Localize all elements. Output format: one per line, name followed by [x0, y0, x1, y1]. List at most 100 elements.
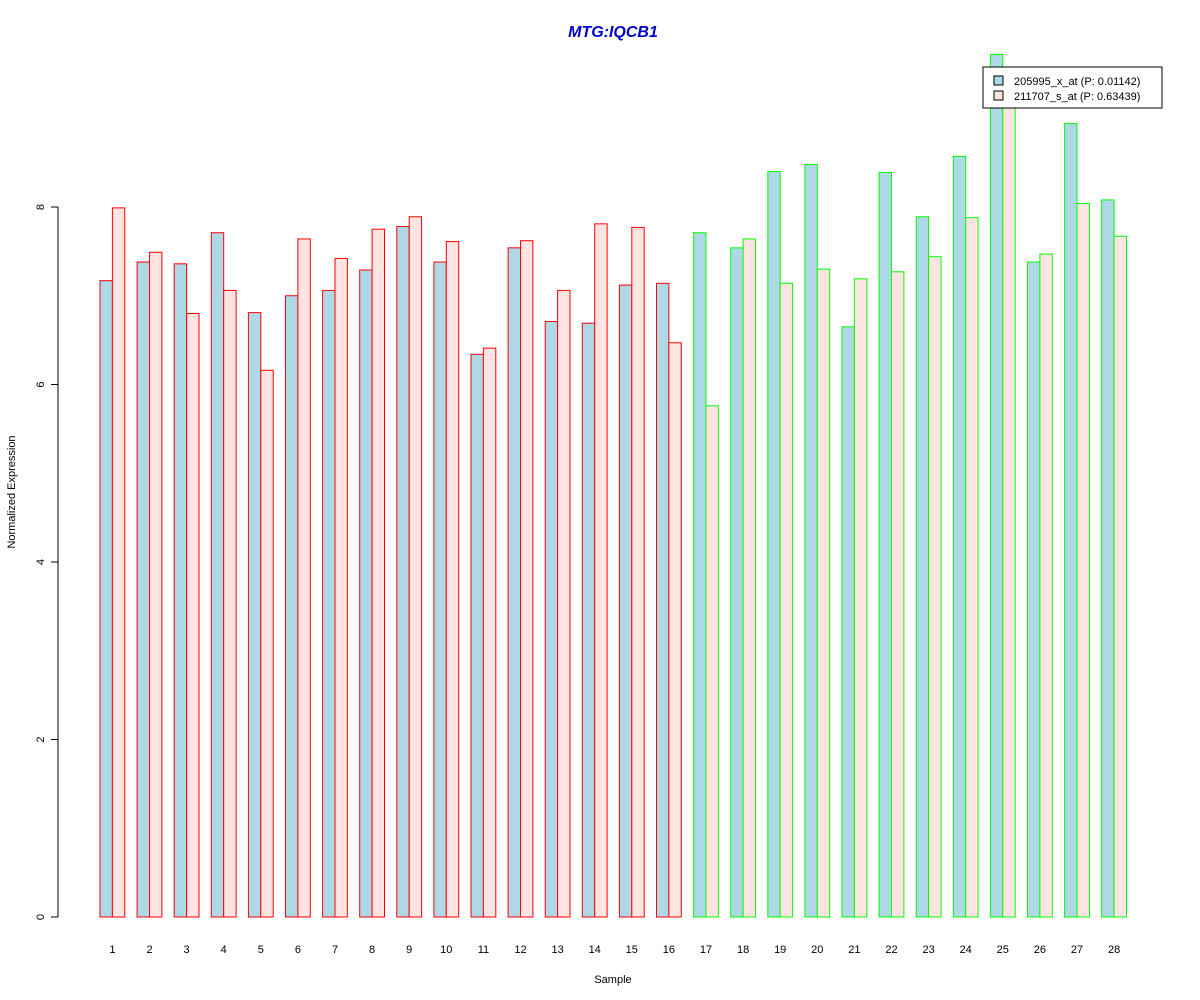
bar-sample-19-series-1: [767, 171, 781, 918]
y-tick-label: 8: [35, 204, 47, 210]
bar-sample-26-series-2: [1039, 253, 1053, 918]
legend-swatch-211707-s-at: [993, 90, 1004, 101]
bar-sample-11-series-2: [482, 347, 497, 918]
y-tick-label: 4: [35, 559, 47, 565]
bar-sample-25-series-2: [1002, 83, 1016, 918]
bar-sample-22-series-2: [891, 271, 905, 918]
bar-sample-18-series-1: [730, 247, 744, 918]
bar-sample-1-series-2: [111, 207, 126, 918]
bar-sample-5-series-1: [247, 312, 262, 918]
x-tick-label: 12: [514, 944, 526, 956]
bar-sample-1-series-1: [99, 280, 113, 918]
x-tick-label: 13: [551, 944, 563, 956]
bar-sample-28-series-2: [1113, 235, 1127, 918]
x-tick-label: 1: [109, 944, 115, 956]
x-tick-label: 7: [332, 944, 338, 956]
bar-sample-16-series-2: [668, 342, 682, 918]
chart-title: MTG:IQCB1: [568, 24, 658, 41]
x-tick-label: 14: [589, 944, 601, 956]
x-tick-label: 28: [1108, 944, 1120, 956]
x-tick-label: 16: [663, 944, 675, 956]
x-tick-label: 24: [960, 944, 972, 956]
legend: 205995_x_at (P: 0.01142) 211707_s_at (P:…: [982, 66, 1163, 109]
x-axis-label: Sample: [594, 974, 631, 986]
y-axis: 0 2 4 6 8: [35, 204, 59, 920]
bar-sample-8-series-1: [359, 269, 373, 918]
bar-sample-7-series-2: [334, 257, 348, 918]
bar-sample-13-series-2: [557, 289, 571, 918]
bar-sample-24-series-1: [952, 155, 967, 918]
legend-label-205995-x-at: 205995_x_at (P: 0.01142): [1014, 76, 1140, 88]
bar-sample-25-series-1: [989, 53, 1004, 918]
bar-sample-15-series-1: [618, 284, 633, 918]
y-axis-label: Normalized Expression: [6, 435, 18, 548]
bar-sample-5-series-2: [260, 369, 274, 918]
bar-sample-27-series-2: [1076, 202, 1090, 918]
bar-sample-6-series-2: [297, 238, 311, 918]
bar-sample-23-series-1: [915, 216, 930, 918]
x-tick-label: 15: [626, 944, 638, 956]
x-axis: 1 2 3 4 5 6 7 8 9 10 11 12 13 14 15 16 17 18 19 20 21 22 23 24 2…: [109, 944, 1120, 956]
bar-sample-21-series-2: [853, 278, 868, 918]
x-tick-label: 6: [295, 944, 301, 956]
x-tick-label: 5: [258, 944, 264, 956]
bar-sample-26-series-1: [1027, 261, 1041, 918]
x-tick-label: 8: [369, 944, 375, 956]
x-tick-label: 20: [811, 944, 823, 956]
x-tick-label: 2: [146, 944, 152, 956]
bar-sample-20-series-2: [816, 268, 831, 918]
bar-sample-19-series-2: [779, 282, 794, 918]
x-tick-label: 27: [1071, 944, 1083, 956]
bar-sample-9-series-1: [396, 226, 410, 918]
legend-swatch-205995-x-at: [993, 75, 1004, 86]
bar-sample-20-series-1: [804, 163, 818, 918]
bar-sample-13-series-1: [544, 320, 559, 918]
bar-sample-4-series-1: [210, 232, 225, 918]
bar-sample-12-series-2: [520, 240, 534, 918]
legend-box: [982, 66, 1163, 109]
bars: [99, 53, 1127, 918]
x-tick-label: 26: [1034, 944, 1046, 956]
x-tick-label: 10: [440, 944, 452, 956]
bar-sample-14-series-2: [594, 223, 608, 918]
x-tick-label: 11: [478, 944, 489, 956]
bar-sample-17-series-2: [705, 405, 719, 918]
bar-sample-7-series-1: [322, 289, 336, 918]
bar-sample-6-series-1: [285, 295, 299, 918]
x-tick-label: 23: [922, 944, 934, 956]
bar-sample-14-series-1: [581, 322, 596, 918]
bar-sample-28-series-1: [1101, 199, 1115, 918]
x-tick-label: 4: [221, 944, 227, 956]
x-tick-label: 3: [184, 944, 190, 956]
bar-sample-12-series-1: [507, 247, 522, 918]
bar-sample-10-series-1: [433, 261, 447, 918]
x-tick-label: 21: [848, 944, 860, 956]
bar-sample-11-series-1: [470, 353, 484, 918]
y-tick-label: 0: [35, 914, 47, 920]
bar-sample-21-series-1: [841, 326, 855, 918]
x-tick-label: 17: [700, 944, 712, 956]
bar-sample-27-series-1: [1064, 123, 1078, 918]
bar-sample-16-series-1: [656, 282, 670, 918]
bar-sample-24-series-2: [965, 217, 979, 918]
bar-sample-10-series-2: [445, 241, 460, 918]
bar-sample-2-series-2: [149, 251, 163, 918]
bar-sample-8-series-2: [371, 228, 386, 918]
x-tick-label: 25: [997, 944, 1009, 956]
bar-sample-18-series-2: [742, 238, 756, 918]
x-tick-label: 9: [406, 944, 412, 956]
bar-sample-22-series-1: [878, 171, 892, 918]
y-tick-label: 6: [35, 381, 47, 387]
legend-label-211707-s-at: 211707_s_at (P: 0.63439): [1014, 91, 1140, 103]
bar-sample-2-series-1: [136, 261, 151, 918]
x-tick-label: 19: [774, 944, 786, 956]
bar-sample-3-series-2: [186, 313, 200, 918]
y-tick-label: 2: [35, 736, 47, 742]
bar-sample-9-series-2: [408, 216, 423, 918]
x-tick-label: 22: [885, 944, 897, 956]
bar-sample-4-series-2: [223, 289, 237, 918]
bar-sample-3-series-1: [173, 263, 188, 918]
bar-sample-17-series-1: [693, 232, 707, 918]
x-tick-label: 18: [737, 944, 749, 956]
